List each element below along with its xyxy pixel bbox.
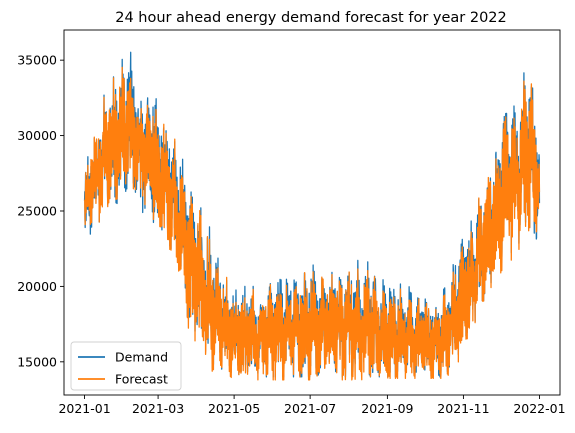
plot-area (83, 51, 541, 381)
plot-frame (63, 29, 561, 396)
legend: Demand Forecast (70, 341, 182, 391)
chart-title: 24 hour ahead energy demand forecast for… (115, 10, 507, 26)
x-tick-label: 2021-09 (361, 401, 413, 416)
y-tick-label: 30000 (17, 128, 57, 143)
y-tick-label: 25000 (17, 203, 57, 218)
x-tick-label: 2021-05 (208, 401, 260, 416)
legend-label-forecast: Forecast (115, 372, 168, 387)
series-line-forecast (83, 66, 541, 381)
legend-label-demand: Demand (115, 350, 168, 365)
x-tick-label: 2022-01 (513, 401, 565, 416)
y-tick-label: 15000 (17, 354, 57, 369)
y-tick-label: 20000 (17, 279, 57, 294)
x-axis: 2021-01 2021-03 2021-05 2021-07 2021-09 2021-… (58, 395, 566, 416)
x-tick-label: 2021-01 (58, 401, 110, 416)
y-axis: 15000 20000 25000 30000 35000 (17, 53, 64, 369)
x-tick-label: 2021-07 (284, 401, 336, 416)
x-tick-label: 2021-03 (132, 401, 184, 416)
y-tick-label: 35000 (17, 53, 57, 68)
x-tick-label: 2021-11 (437, 401, 489, 416)
legend-box (70, 341, 182, 391)
